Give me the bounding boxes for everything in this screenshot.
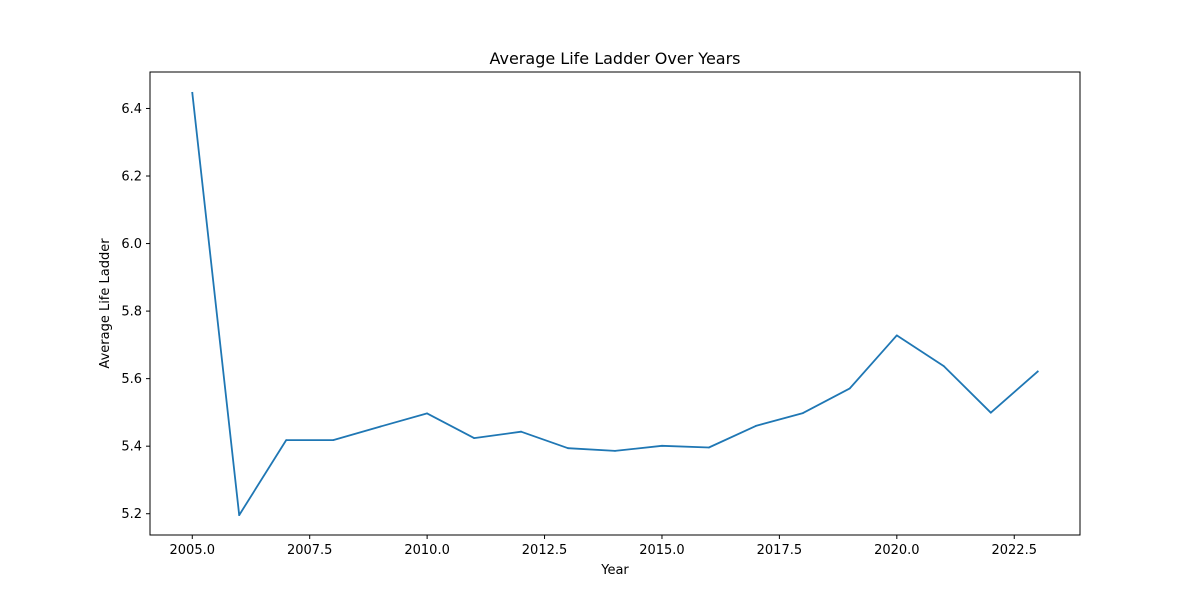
y-tick-label: 5.4 bbox=[121, 440, 142, 455]
x-tick-label: 2022.5 bbox=[991, 543, 1037, 558]
y-tick-label: 6.0 bbox=[121, 237, 142, 252]
data-point bbox=[332, 439, 335, 441]
data-point bbox=[191, 92, 194, 94]
y-axis: 5.2 5.4 5.6 5.8 6.0 6.2 6.4 bbox=[121, 102, 150, 522]
data-point bbox=[895, 334, 898, 337]
data-point bbox=[473, 437, 475, 439]
data-point bbox=[1036, 370, 1039, 373]
x-tick-label: 2017.5 bbox=[757, 543, 803, 558]
data-point bbox=[802, 412, 804, 414]
x-axis-label: Year bbox=[600, 563, 629, 578]
x-axis: 2005.0 2007.5 2010.0 2012.5 2015.0 2017.5 2020… bbox=[170, 535, 1037, 558]
y-axis-label: Average Life Ladder bbox=[98, 238, 113, 369]
plot-frame bbox=[149, 71, 1081, 536]
data-point bbox=[708, 446, 710, 449]
y-tick-label: 6.2 bbox=[121, 170, 142, 185]
y-tick-label: 5.6 bbox=[121, 372, 142, 387]
data-point bbox=[520, 430, 522, 433]
series-points bbox=[191, 92, 1039, 516]
data-point bbox=[426, 412, 428, 415]
data-point bbox=[989, 411, 992, 414]
x-tick-label: 2010.0 bbox=[404, 543, 450, 558]
x-tick-label: 2012.5 bbox=[522, 543, 568, 558]
data-point bbox=[379, 425, 382, 428]
data-point bbox=[238, 514, 241, 516]
x-tick-label: 2007.5 bbox=[287, 543, 333, 558]
x-tick-label: 2020.0 bbox=[874, 543, 920, 558]
x-tick-label: 2005.0 bbox=[170, 543, 216, 558]
y-tick-label: 5.8 bbox=[121, 305, 142, 320]
data-point bbox=[942, 365, 945, 367]
plot-area bbox=[150, 72, 1080, 535]
y-tick-label: 6.4 bbox=[121, 102, 142, 117]
data-point bbox=[848, 387, 851, 390]
x-tick-label: 2015.0 bbox=[639, 543, 685, 558]
chart-title: Average Life Ladder Over Years bbox=[489, 49, 740, 68]
data-point bbox=[614, 450, 616, 452]
data-point bbox=[285, 439, 288, 441]
data-point bbox=[567, 447, 569, 450]
y-tick-label: 5.2 bbox=[121, 507, 142, 522]
data-point bbox=[755, 425, 757, 427]
data-point bbox=[661, 444, 663, 447]
